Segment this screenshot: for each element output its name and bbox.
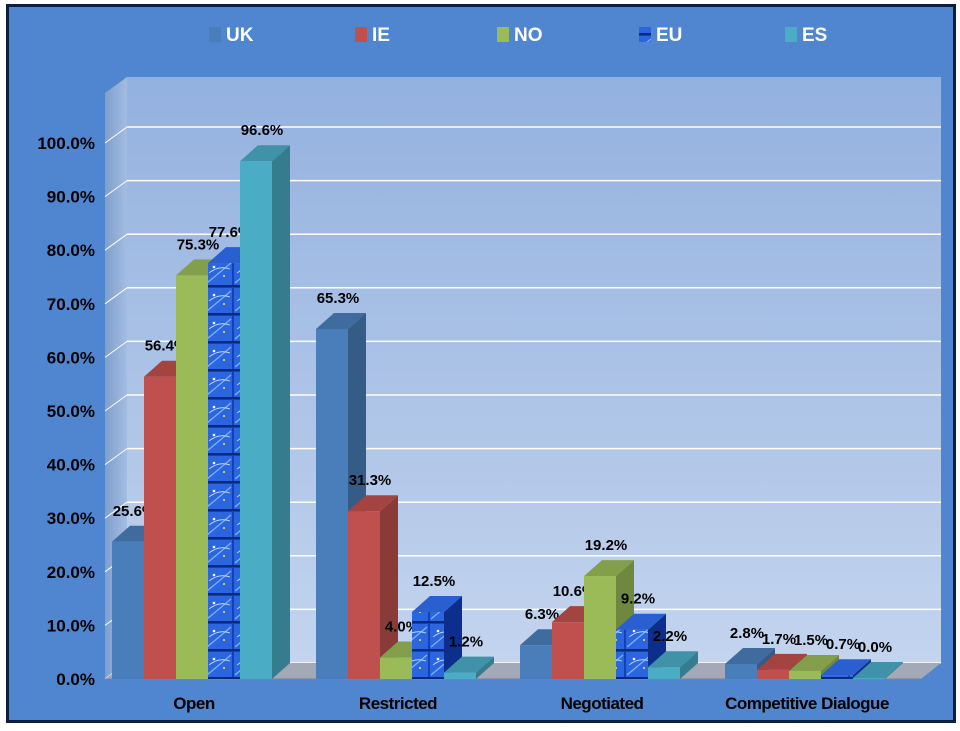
bar-top bbox=[648, 651, 698, 668]
category-label: Negotiated bbox=[561, 694, 644, 713]
data-label: 0.7% bbox=[826, 636, 860, 653]
bar-side bbox=[272, 145, 290, 679]
y-tick-label: 70.0% bbox=[47, 295, 95, 314]
legend: UK IE NO EU ES bbox=[209, 25, 827, 46]
bar-front bbox=[789, 670, 821, 679]
bar-side bbox=[444, 596, 462, 679]
bar-front bbox=[584, 576, 616, 679]
bar-top bbox=[757, 653, 807, 670]
data-label: 6.3% bbox=[525, 606, 559, 623]
bar-top bbox=[412, 596, 462, 612]
chart-frame: 0.0% 10.0% 20.0% 30.0% 40.0% 50.0% 60.0% 70.0% 8… bbox=[6, 4, 956, 723]
bar-es-open bbox=[240, 145, 290, 679]
data-label: 4.0% bbox=[385, 619, 419, 636]
bar-top bbox=[616, 613, 666, 630]
bar-front bbox=[144, 376, 176, 679]
legend-label-es: ES bbox=[802, 25, 827, 46]
bar-side bbox=[885, 662, 903, 679]
bar-top bbox=[725, 647, 775, 664]
bar-front bbox=[725, 663, 757, 679]
bar-es-competitive-dialogue bbox=[853, 662, 903, 679]
gridline-side bbox=[104, 180, 128, 198]
legend-label-eu: EU bbox=[656, 25, 682, 46]
category-label: Competitive Dialogue bbox=[725, 694, 889, 713]
y-tick-label: 100.0% bbox=[37, 134, 95, 153]
data-label: 1.5% bbox=[794, 632, 828, 649]
data-label: 0.0% bbox=[858, 639, 892, 656]
legend-swatch-uk bbox=[209, 27, 221, 42]
bar-top bbox=[853, 662, 903, 678]
y-tick-label: 10.0% bbox=[47, 616, 95, 635]
bar-es-negotiated bbox=[648, 651, 698, 679]
bar-front bbox=[316, 328, 348, 679]
bar-front bbox=[176, 275, 208, 679]
legend-swatch-no bbox=[497, 27, 509, 42]
bar-front bbox=[648, 667, 680, 679]
bar-side bbox=[476, 656, 494, 679]
y-tick-label: 30.0% bbox=[47, 509, 95, 528]
bar-front bbox=[552, 622, 584, 679]
legend-label-uk: UK bbox=[226, 25, 254, 46]
data-label: 2.8% bbox=[730, 625, 764, 642]
bar-top bbox=[316, 312, 366, 329]
y-tick-label: 50.0% bbox=[47, 402, 95, 421]
data-label: 65.3% bbox=[317, 290, 360, 307]
bar-front bbox=[348, 511, 380, 679]
legend-swatch-ie bbox=[355, 27, 367, 42]
legend-swatch-eu bbox=[639, 27, 651, 42]
data-label: 1.2% bbox=[449, 634, 483, 651]
bar-side bbox=[380, 495, 398, 679]
bar-top bbox=[240, 145, 290, 162]
y-tick-label: 20.0% bbox=[47, 563, 95, 582]
gridline-side bbox=[104, 394, 128, 412]
bar-top bbox=[444, 656, 494, 673]
bar-side bbox=[680, 651, 698, 679]
bar-front bbox=[380, 657, 412, 679]
chart-canvas: 0.0% 10.0% 20.0% 30.0% 40.0% 50.0% 60.0% 70.0% 8… bbox=[37, 25, 941, 713]
bar-front bbox=[412, 612, 444, 679]
bar-ie-restricted bbox=[348, 495, 398, 679]
bar-front bbox=[757, 669, 789, 679]
gridline-side bbox=[104, 448, 128, 466]
y-tick-label: 0.0% bbox=[56, 670, 95, 689]
bar-front bbox=[444, 672, 476, 679]
category-label: Open bbox=[173, 694, 215, 713]
bar-front bbox=[616, 629, 648, 679]
legend-label-no: NO bbox=[514, 25, 543, 46]
gridline-side bbox=[104, 501, 128, 519]
bar-eu-restricted bbox=[412, 596, 462, 679]
bar-front bbox=[240, 161, 272, 679]
gridline-side bbox=[104, 126, 128, 144]
y-tick-label: 40.0% bbox=[47, 456, 95, 475]
chart-side-wall bbox=[105, 77, 127, 679]
data-label: 96.6% bbox=[241, 122, 284, 139]
gridline-side bbox=[104, 233, 128, 251]
bar-front bbox=[520, 645, 552, 679]
data-label: 12.5% bbox=[413, 573, 456, 590]
bar-front bbox=[208, 263, 240, 679]
data-label: 1.7% bbox=[762, 631, 796, 648]
data-label: 2.2% bbox=[653, 628, 687, 645]
bar-top bbox=[584, 560, 634, 577]
data-label: 75.3% bbox=[177, 236, 220, 253]
gridline-side bbox=[104, 340, 128, 358]
bar-top bbox=[348, 495, 398, 512]
y-tick-label: 80.0% bbox=[47, 241, 95, 260]
category-label: Restricted bbox=[359, 694, 437, 713]
bar-top bbox=[789, 654, 839, 671]
data-label: 9.2% bbox=[621, 591, 655, 608]
y-tick-label: 90.0% bbox=[47, 188, 95, 207]
gridline-side bbox=[104, 287, 128, 305]
data-label: 31.3% bbox=[349, 472, 392, 489]
y-tick-label: 60.0% bbox=[47, 348, 95, 367]
bar-top bbox=[821, 659, 871, 676]
legend-swatch-es bbox=[785, 27, 797, 42]
legend-label-ie: IE bbox=[372, 25, 390, 46]
bar-front bbox=[821, 675, 853, 679]
bar-es-restricted bbox=[444, 656, 494, 679]
bar-front bbox=[853, 678, 885, 679]
data-label: 19.2% bbox=[585, 537, 628, 554]
bar-front bbox=[112, 541, 144, 679]
